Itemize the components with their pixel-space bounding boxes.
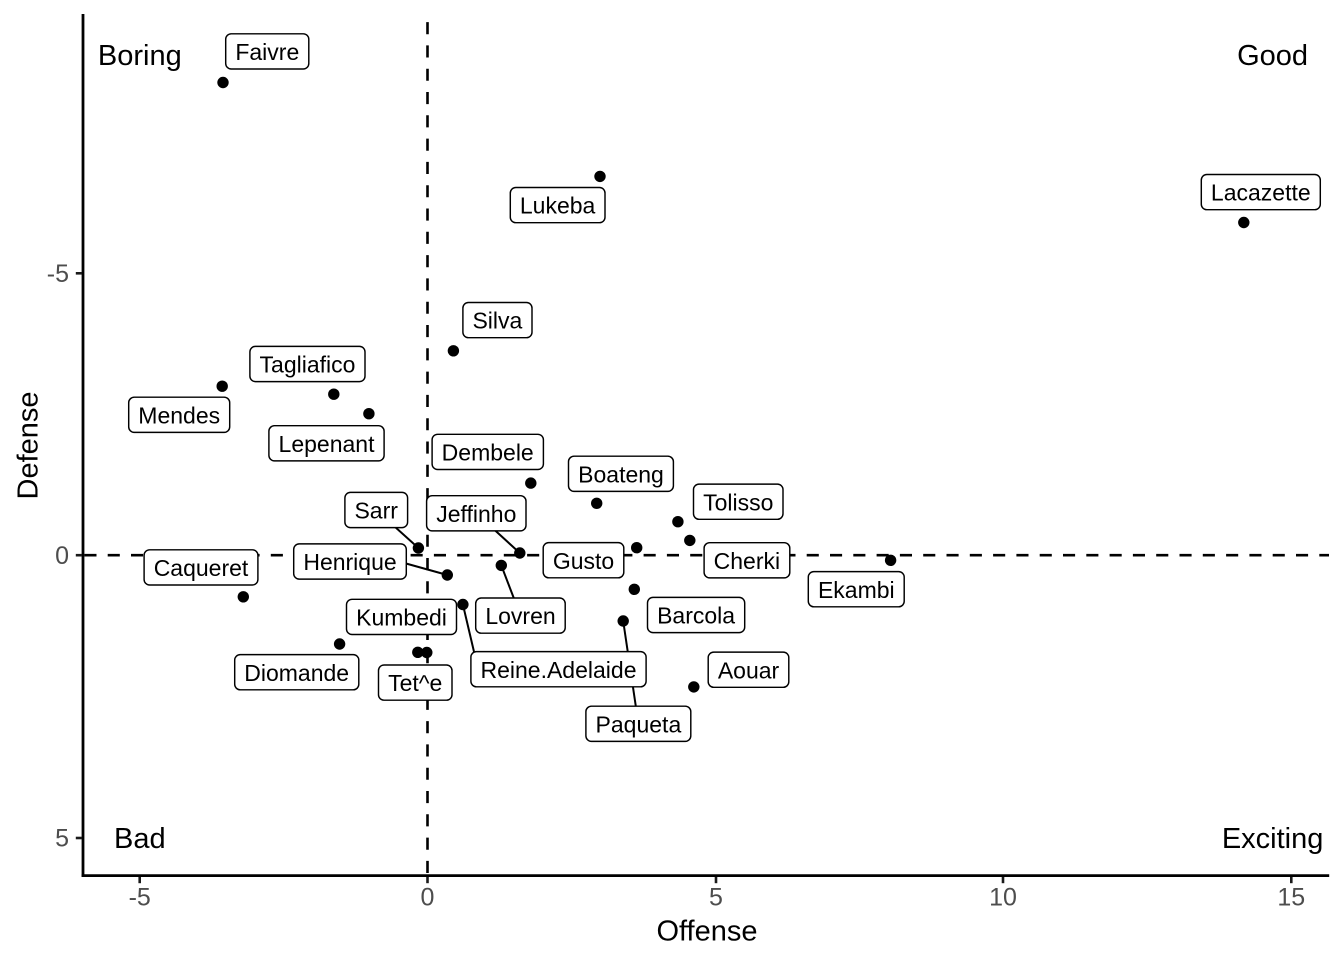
svg-text:Aouar: Aouar	[718, 657, 780, 683]
svg-text:Good: Good	[1237, 40, 1308, 72]
svg-text:Cherki: Cherki	[714, 548, 780, 574]
svg-text:Henrique: Henrique	[303, 549, 396, 575]
svg-text:Mendes: Mendes	[138, 402, 220, 428]
svg-text:Ekambi: Ekambi	[818, 577, 895, 603]
svg-text:Paqueta: Paqueta	[596, 711, 682, 737]
svg-text:-5: -5	[129, 884, 151, 912]
svg-text:Dembele: Dembele	[442, 440, 534, 466]
svg-text:Barcola: Barcola	[657, 603, 735, 629]
svg-text:Bad: Bad	[114, 823, 166, 855]
svg-text:Boateng: Boateng	[578, 461, 664, 487]
svg-text:5: 5	[709, 884, 723, 912]
svg-text:Lepenant: Lepenant	[279, 431, 376, 457]
svg-text:5: 5	[55, 825, 69, 853]
svg-text:Kumbedi: Kumbedi	[356, 605, 447, 631]
svg-text:Defense: Defense	[13, 391, 45, 499]
svg-text:Gusto: Gusto	[553, 548, 614, 574]
svg-text:Boring: Boring	[98, 40, 182, 72]
svg-text:Silva: Silva	[472, 308, 522, 334]
svg-text:Faivre: Faivre	[235, 39, 299, 65]
svg-text:Sarr: Sarr	[354, 498, 398, 524]
svg-text:Lacazette: Lacazette	[1211, 180, 1311, 206]
svg-text:Diomande: Diomande	[244, 660, 349, 686]
svg-text:Tolisso: Tolisso	[703, 489, 773, 515]
svg-text:0: 0	[421, 884, 435, 912]
svg-text:Lukeba: Lukeba	[520, 193, 596, 219]
svg-text:Reine.Adelaide: Reine.Adelaide	[480, 657, 636, 683]
svg-text:Tet^e: Tet^e	[388, 670, 442, 696]
svg-text:Jeffinho: Jeffinho	[436, 501, 516, 527]
svg-text:Tagliafico: Tagliafico	[260, 352, 356, 378]
svg-text:10: 10	[989, 884, 1017, 912]
svg-text:0: 0	[55, 542, 69, 570]
svg-text:Exciting: Exciting	[1222, 823, 1324, 855]
svg-text:-5: -5	[47, 260, 69, 288]
svg-text:Offense: Offense	[656, 915, 757, 947]
svg-text:Lovren: Lovren	[485, 603, 555, 629]
svg-text:15: 15	[1277, 884, 1305, 912]
svg-text:Caqueret: Caqueret	[154, 555, 249, 581]
